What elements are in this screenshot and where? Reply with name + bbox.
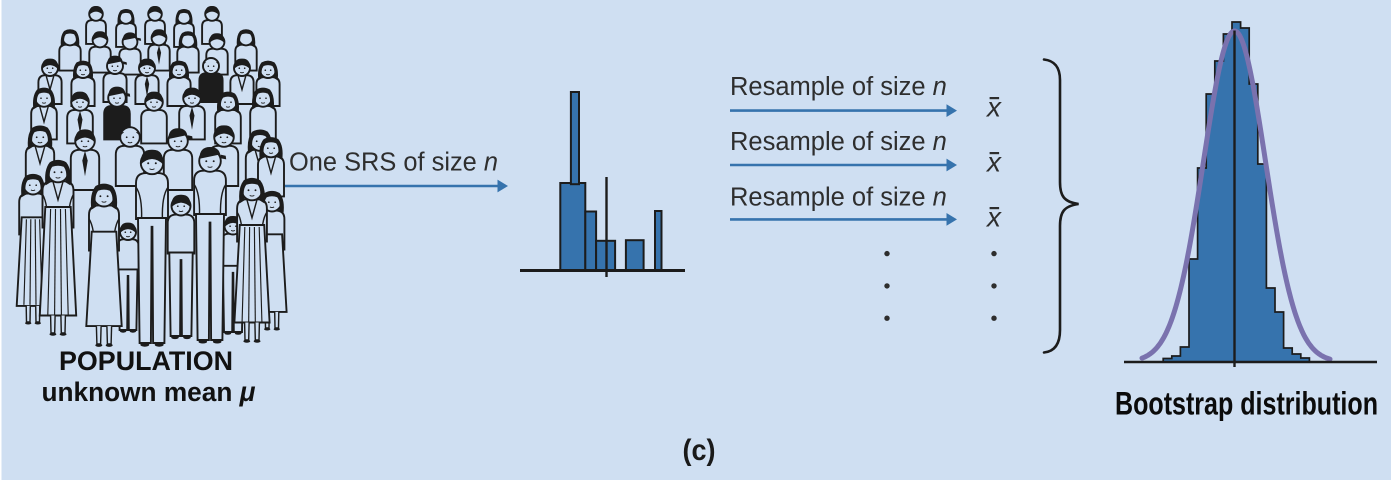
svg-text:x: x <box>985 202 1002 233</box>
svg-text:POPULATION: POPULATION <box>59 346 233 376</box>
svg-text:unknown mean μ: unknown mean μ <box>42 377 256 407</box>
svg-text:Resample of size n: Resample of size n <box>730 184 947 212</box>
svg-text:(c): (c) <box>683 434 716 467</box>
svg-text:x: x <box>985 147 1002 178</box>
svg-text:x: x <box>985 92 1002 123</box>
svg-text:Bootstrap distribution: Bootstrap distribution <box>1115 386 1378 422</box>
svg-text:One SRS of size n: One SRS of size n <box>289 149 498 177</box>
svg-text:Resample of size n: Resample of size n <box>730 128 947 156</box>
svg-text:Resample of size n: Resample of size n <box>730 73 947 101</box>
